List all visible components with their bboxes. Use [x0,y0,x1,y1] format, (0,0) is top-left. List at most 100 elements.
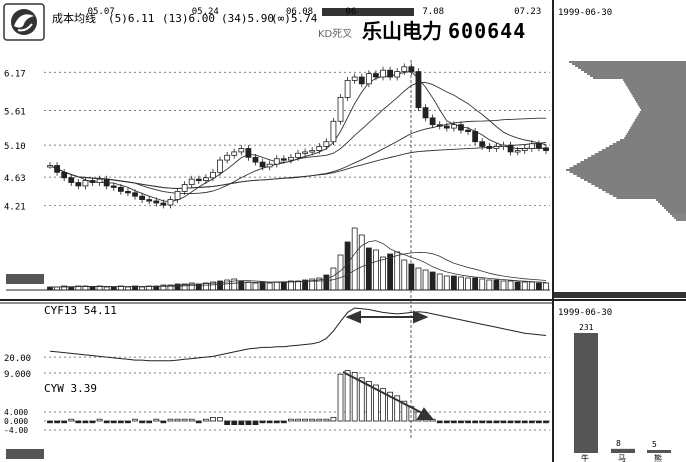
side-bar [611,448,635,453]
cyw-bar [500,420,507,424]
x-tick-label: 05.24 [192,7,219,17]
volume-bar [436,273,443,291]
candle [110,185,117,188]
candle [252,156,259,163]
cyw-bar [536,420,542,424]
cyw-bar [132,418,138,422]
cyw-bar [266,420,273,424]
cyw-bar [252,420,259,425]
candle [316,146,323,151]
candle [68,177,75,183]
candle [422,107,429,119]
candle [103,178,110,187]
cyw-bar [174,418,181,422]
candle [415,71,422,109]
cyw-bar [507,420,514,424]
candle [146,199,153,202]
candle [224,154,231,161]
side-bar-value: 8 [616,439,621,448]
cyw-bar [458,420,464,424]
cyw-bar [231,420,238,425]
volume-bar [472,277,479,291]
candle [288,156,294,161]
cyw-bar [238,420,245,425]
candle [295,152,301,158]
cyw-bar [443,420,450,424]
volume-bar [514,281,521,291]
volume-bar [443,275,450,291]
ma-value-34: (34)5.90 [221,12,274,25]
volume-bar [358,234,365,291]
volume-bar [266,282,273,291]
candle [337,97,344,122]
candle [238,148,245,153]
volume-bar [295,280,301,291]
cyf-line [49,307,547,362]
candle [543,147,549,151]
volume-bar [493,279,500,291]
dark-tag [322,8,414,16]
cyw-bar [373,384,379,422]
volume-ma-line [50,251,547,288]
cyw-bar [450,420,457,424]
header: 成本均线 (5)6.11 (13)6.00 (34)5.90 (∞)5.74 K… [3,3,526,43]
circle-swirl-logo-icon[interactable] [3,3,45,41]
candle [280,158,287,161]
candle [465,129,471,133]
volume-bar [259,281,266,291]
y-tick-label: 5.10 [4,142,26,152]
volume-bar [245,281,252,291]
side-bar-value: 5 [652,440,657,449]
ma-line [49,70,547,203]
cyw-bar [54,420,60,424]
volume-bar [500,280,507,291]
x-tick-label: 05.07 [88,7,115,17]
candle [188,178,195,185]
cyw-bar [188,418,195,422]
volume-bar [380,256,386,291]
cost-distribution [566,61,686,221]
volume-bar [195,283,202,291]
cyw-bar [195,420,202,424]
cyw-bar [61,420,68,424]
ma-value-5: (5)6.11 [108,12,154,25]
cyw-bar [288,418,294,422]
volume-bar [465,277,471,291]
cyf-tick-label: 20.00 [4,354,31,364]
left-tag-upper [6,274,44,284]
candlesticks [47,63,549,209]
side-bar-label: 熊 [654,453,662,462]
candle [302,151,308,154]
cyw-bar [82,420,89,424]
cyw-bar [202,418,209,422]
candle [217,159,223,173]
side-bar [574,333,598,453]
cyw-bar [110,420,117,424]
cyw-bar [465,420,471,424]
volume-bar [373,249,379,291]
cyw-bar [75,420,82,424]
volume-bar [429,271,436,291]
candle [89,180,96,183]
cyw-bar [273,420,280,424]
cyw-bar [401,400,408,422]
stock-name: 乐山电力 [362,19,442,43]
candle [429,117,436,126]
cyw-bar [351,371,358,422]
cyw-bar [153,418,160,422]
candle [323,141,330,147]
candle [245,148,252,158]
candle [117,186,124,192]
candle [125,191,131,194]
volume-ma-line [50,240,547,288]
cyw-bar [160,420,167,424]
candle [486,146,493,149]
ma-value-inf: (∞)5.74 [271,12,318,25]
cyw-bar [217,416,223,422]
cyw-bar [302,418,308,422]
candle [536,143,542,149]
volume-bar [458,276,464,291]
side-bar-label: 牛 [581,453,589,462]
stock-code: 600644 [448,19,526,43]
candle [458,124,464,131]
